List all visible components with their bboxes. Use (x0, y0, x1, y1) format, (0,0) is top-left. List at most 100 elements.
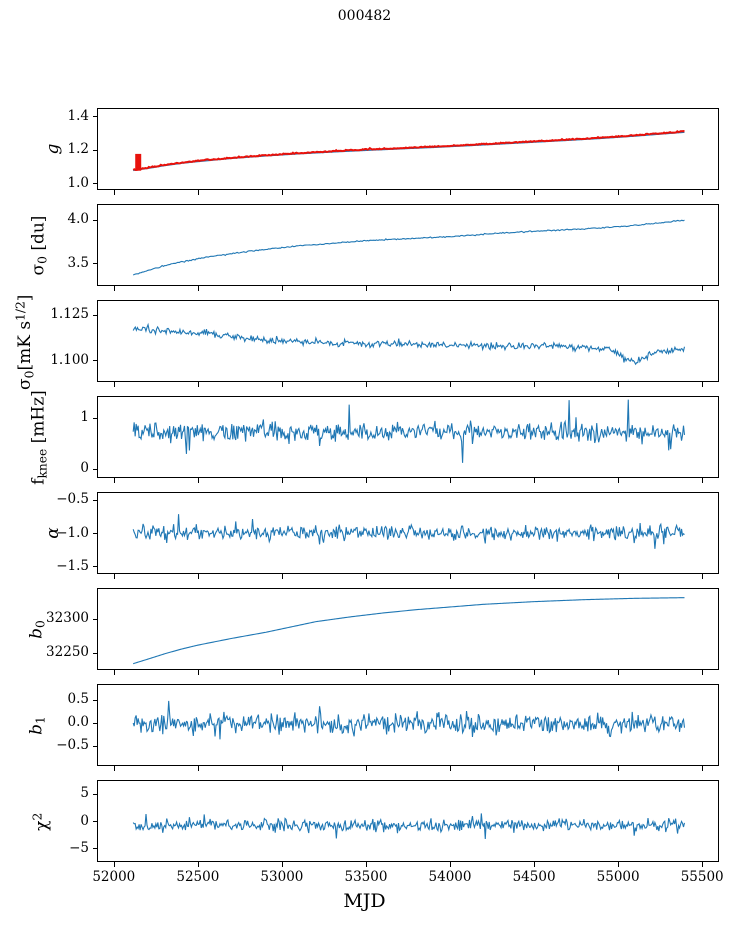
y-tick-label: 1.125 (50, 306, 89, 323)
x-tick-mark (534, 862, 536, 867)
x-tick-mark (366, 670, 368, 675)
y-tick-label: 5 (80, 785, 89, 802)
series-gain-measured (133, 131, 684, 170)
y-tick-mark (92, 499, 97, 501)
y-tick-mark (92, 116, 97, 118)
series-sigma0-mK (133, 325, 684, 365)
x-tick-mark (534, 190, 536, 195)
y-tick-label: 0 (80, 812, 89, 829)
plot-panel-b-1 (97, 684, 719, 766)
x-tick-mark (366, 766, 368, 771)
y-tick-mark (92, 699, 97, 701)
y-tick-label: 4.0 (67, 211, 89, 228)
plot-panel-f-knee-mhz- (97, 396, 719, 478)
plot-panel-g (97, 108, 719, 190)
x-tick-mark (281, 766, 283, 771)
y-tick-mark (92, 314, 97, 316)
x-tick-label: 53000 (260, 869, 304, 885)
y-tick-mark (92, 360, 97, 362)
y-tick-label: 1.2 (67, 141, 89, 158)
y-tick-label: 0 (80, 460, 89, 477)
x-tick-mark (702, 862, 704, 867)
x-tick-mark (702, 190, 704, 195)
x-tick-mark (618, 286, 620, 291)
x-tick-mark (366, 382, 368, 387)
x-tick-mark (450, 286, 452, 291)
x-tick-label: 53500 (344, 869, 388, 885)
x-tick-mark (281, 190, 283, 195)
y-tick-mark (92, 263, 97, 265)
x-tick-mark (618, 862, 620, 867)
x-tick-label: 54500 (512, 869, 556, 885)
x-tick-mark (366, 862, 368, 867)
x-tick-mark (281, 382, 283, 387)
y-axis-label-b-1: b1 (26, 716, 48, 735)
plot-panel-sigma-0-mk-s-1-2- (97, 300, 719, 382)
series-baseline-b1 (133, 701, 684, 739)
y-tick-label: 0.0 (67, 714, 89, 731)
x-tick-mark (534, 286, 536, 291)
series-alpha (133, 514, 684, 549)
x-tick-mark (113, 574, 115, 579)
x-tick-mark (618, 190, 620, 195)
x-tick-mark (113, 862, 115, 867)
x-tick-mark (702, 574, 704, 579)
x-tick-mark (281, 862, 283, 867)
y-tick-label: 1.4 (67, 107, 89, 124)
x-tick-mark (366, 190, 368, 195)
x-tick-mark (197, 190, 199, 195)
y-tick-mark (92, 848, 97, 850)
y-tick-mark (92, 821, 97, 823)
x-tick-mark (366, 574, 368, 579)
y-tick-mark (92, 417, 97, 419)
x-tick-mark (702, 478, 704, 483)
figure-title: 000482 (337, 8, 392, 24)
x-tick-label: 52500 (176, 869, 220, 885)
x-tick-mark (450, 574, 452, 579)
y-axis-label-alpha: α (43, 527, 63, 539)
y-tick-mark (92, 566, 97, 568)
x-tick-mark (197, 382, 199, 387)
x-tick-mark (281, 670, 283, 675)
x-tick-mark (702, 382, 704, 387)
x-tick-mark (366, 286, 368, 291)
x-tick-mark (113, 190, 115, 195)
x-tick-mark (197, 574, 199, 579)
x-tick-mark (450, 862, 452, 867)
y-tick-label: 32250 (46, 644, 89, 661)
x-tick-mark (450, 670, 452, 675)
y-tick-label: −0.5 (56, 491, 89, 508)
y-tick-mark (92, 793, 97, 795)
x-tick-mark (113, 478, 115, 483)
plot-panel-sigma-0-du- (97, 204, 719, 286)
x-tick-mark (534, 574, 536, 579)
x-tick-mark (113, 670, 115, 675)
x-tick-mark (450, 190, 452, 195)
series-baseline-b0 (133, 598, 684, 664)
y-axis-label-g: g (43, 143, 63, 155)
x-tick-mark (197, 478, 199, 483)
x-tick-mark (281, 286, 283, 291)
x-axis-label: MJD (343, 890, 386, 912)
x-tick-mark (197, 766, 199, 771)
y-axis-label-sigma-0-du-: σ0 [du] (28, 215, 50, 276)
y-tick-label: 0.5 (67, 691, 89, 708)
y-tick-mark (92, 468, 97, 470)
y-tick-mark (92, 722, 97, 724)
x-tick-mark (113, 286, 115, 291)
y-axis-label-chi-2: χ2 (30, 812, 52, 831)
plot-panel-b-0 (97, 588, 719, 670)
series-chi-squared (133, 813, 684, 839)
x-tick-mark (366, 478, 368, 483)
y-tick-label: −5 (69, 839, 89, 856)
series-f-knee (133, 400, 684, 463)
x-tick-mark (450, 382, 452, 387)
x-tick-mark (702, 670, 704, 675)
x-tick-mark (281, 574, 283, 579)
y-tick-label: 3.5 (67, 254, 89, 271)
plot-panel-chi-2 (97, 780, 719, 862)
x-tick-label: 52000 (92, 869, 136, 885)
x-tick-mark (618, 574, 620, 579)
y-tick-label: 1.100 (50, 351, 89, 368)
